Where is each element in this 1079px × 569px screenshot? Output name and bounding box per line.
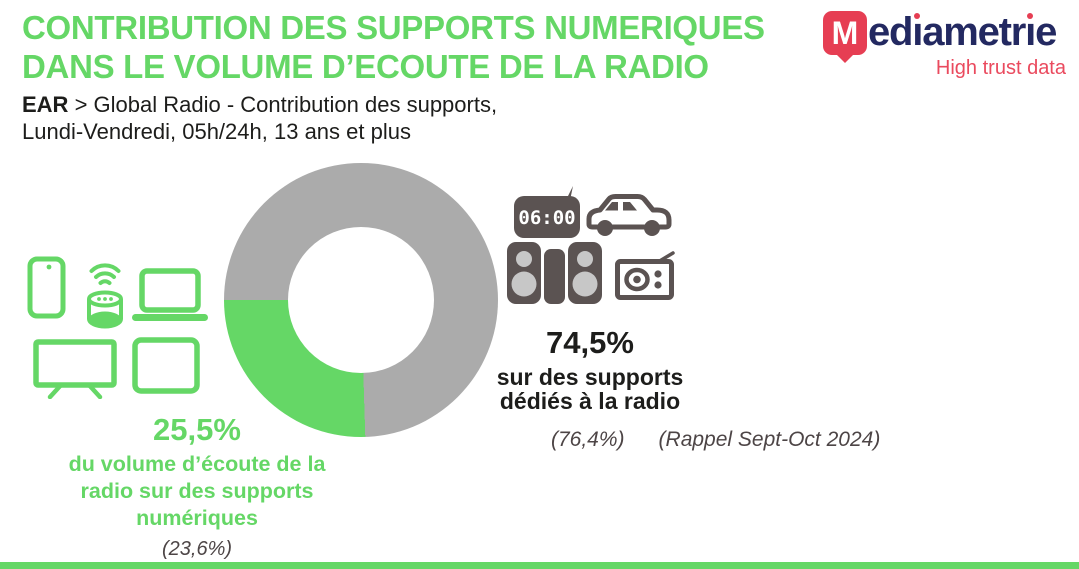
dedicated-share-previous: (76,4%)	[551, 428, 625, 451]
laptop-icon	[132, 268, 208, 321]
subtitle-line1: EAR > Global Radio - Contribution des su…	[22, 91, 642, 118]
subtitle-scope: > Global Radio - Contribution des suppor…	[68, 92, 498, 117]
donut-hole	[288, 227, 434, 373]
dedicated-caption-line2: dédiés à la radio	[499, 388, 681, 414]
page-title-line2: DANS LE VOLUME D’ECOUTE DE LA RADIO	[22, 48, 709, 85]
logo-wordmark: edı ametrı e	[868, 10, 1057, 54]
digital-share-previous: (23,6%)	[161, 538, 233, 560]
tablet-icon	[132, 337, 200, 394]
radio-icon	[615, 251, 675, 300]
dedicated-caption-line1: sur des supports	[496, 364, 684, 390]
digital-share-caption: du volume d’écoute de la radio sur des s…	[68, 452, 326, 530]
tv-icon	[33, 339, 117, 399]
dedicated-share-caption: sur des supports dédiés à la radio	[466, 365, 714, 413]
hifi-system-icon	[507, 242, 602, 304]
subtitle: EAR > Global Radio - Contribution des su…	[22, 91, 642, 145]
dedicated-share-value: 74,5%	[546, 325, 634, 360]
subtitle-line2: Lundi-Vendredi, 05h/24h, 13 ans et plus	[22, 119, 411, 144]
page-title: CONTRIBUTION DES SUPPORTS NUMERIQUES DAN…	[22, 8, 832, 86]
smartphone-icon	[27, 256, 66, 319]
digital-share-block: 25,5% du volume d’écoute de la radio sur…	[36, 412, 358, 561]
clock-display: 06:00	[518, 207, 575, 229]
footer-accent-bar	[0, 562, 1079, 569]
digital-share-value: 25,5%	[153, 412, 241, 447]
car-icon	[586, 194, 672, 236]
mediametrie-logo: M edı ametrı e High trust data	[823, 10, 1068, 80]
mediametrie-logo-mark-icon: M	[823, 10, 867, 55]
subtitle-source: EAR	[22, 92, 69, 117]
clock-radio-icon: 06:00	[514, 186, 580, 238]
smart-speaker-icon	[87, 263, 123, 329]
dedicated-share-block: 74,5% sur des supports dédiés à la radio	[466, 325, 714, 413]
logo-mark-letter: M	[831, 14, 859, 51]
recall-period-label: (Rappel Sept-Oct 2024)	[658, 428, 881, 451]
donut-chart	[224, 163, 498, 437]
logo-tagline: High trust data	[935, 57, 1066, 79]
page-title-line1: CONTRIBUTION DES SUPPORTS NUMERIQUES	[22, 9, 765, 46]
recall-row: (76,4%) (Rappel Sept-Oct 2024)	[551, 428, 880, 452]
